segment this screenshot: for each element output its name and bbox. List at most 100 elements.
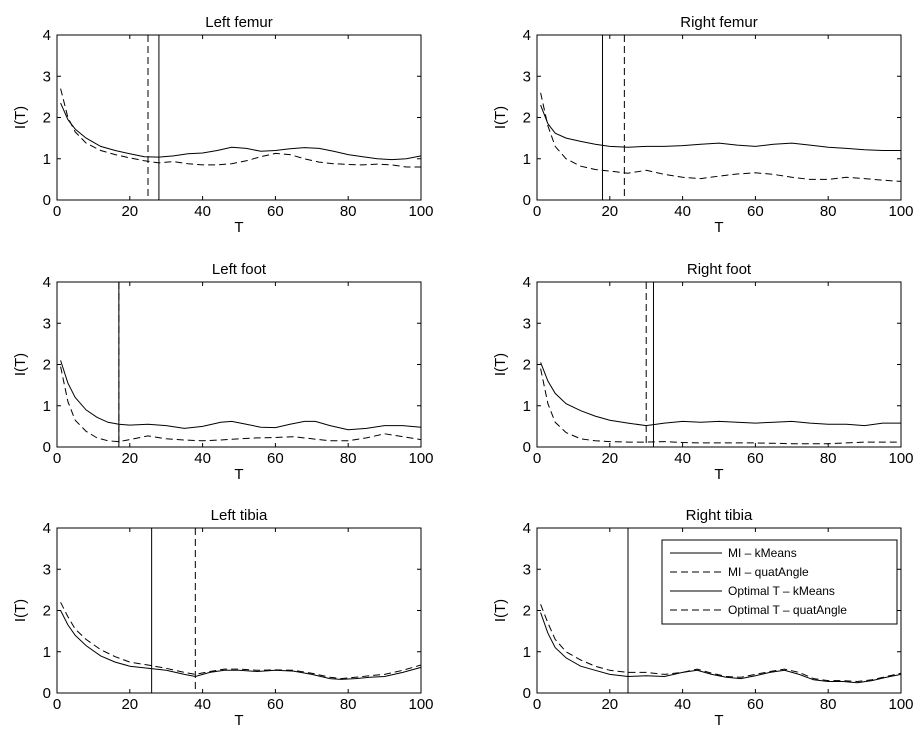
x-tick-label: 100	[888, 696, 913, 713]
mi-kmeans-line	[60, 360, 422, 431]
y-tick-label: 0	[523, 685, 531, 702]
y-tick-label: 1	[523, 644, 531, 661]
x-tick-label: 0	[533, 203, 541, 220]
x-tick-label: 0	[53, 450, 61, 467]
x-tick-label: 100	[408, 696, 433, 713]
y-axis-label: I(T)	[12, 599, 29, 622]
x-axis-label: T	[714, 466, 723, 483]
x-axis-label: T	[714, 712, 723, 729]
x-axis-label: T	[714, 219, 723, 236]
x-tick-label: 80	[340, 450, 357, 467]
x-tick-label: 20	[121, 203, 138, 220]
x-tick-label: 60	[747, 696, 764, 713]
y-tick-label: 3	[43, 68, 51, 85]
x-tick-label: 80	[820, 203, 837, 220]
panel-1: Right femur 0 20 40 60 80 100 0 1 2 3 4 T I(T)	[492, 14, 914, 236]
panel-5: Right tibia 0 20 40 60 80 100 0 1 2 3 4 T I(T)	[492, 507, 914, 729]
panel-title: Left tibia	[211, 507, 268, 524]
axes-frame	[56, 527, 422, 694]
mi-kmeans-line	[540, 612, 902, 684]
y-tick-label: 2	[43, 110, 51, 127]
x-tick-label: 80	[820, 696, 837, 713]
x-tick-label: 100	[888, 450, 913, 467]
y-tick-label: 0	[43, 685, 51, 702]
x-tick-label: 100	[408, 203, 433, 220]
panel-3: Right foot 0 20 40 60 80 100 0 1 2 3 4 T I(T)	[492, 261, 914, 483]
legend-entry-label: MI – kMeans	[728, 546, 797, 560]
y-tick-label: 3	[43, 315, 51, 332]
y-tick-label: 4	[43, 27, 51, 44]
mi-kmeans-line	[60, 610, 422, 680]
x-tick-label: 0	[53, 696, 61, 713]
axes-frame	[56, 34, 422, 201]
y-tick-label: 4	[523, 274, 531, 291]
x-tick-label: 60	[267, 203, 284, 220]
y-tick-label: 4	[43, 274, 51, 291]
x-tick-label: 40	[194, 696, 211, 713]
y-axis-label: I(T)	[12, 353, 29, 376]
y-tick-label: 0	[43, 439, 51, 456]
panel-title: Right femur	[680, 14, 758, 31]
y-tick-label: 3	[43, 561, 51, 578]
y-tick-label: 1	[43, 151, 51, 168]
x-tick-label: 80	[340, 696, 357, 713]
y-tick-label: 3	[523, 315, 531, 332]
y-axis-label: I(T)	[12, 106, 29, 129]
x-tick-label: 80	[340, 203, 357, 220]
mi-quatangle-line	[60, 88, 421, 168]
x-tick-label: 80	[820, 450, 837, 467]
y-tick-label: 2	[523, 603, 531, 620]
mi-kmeans-line	[540, 104, 901, 151]
legend-entry-label: Optimal T – kMeans	[728, 584, 835, 598]
x-tick-label: 0	[533, 696, 541, 713]
y-tick-label: 2	[523, 357, 531, 374]
x-tick-label: 60	[267, 450, 284, 467]
x-tick-label: 20	[601, 203, 618, 220]
y-tick-label: 1	[523, 398, 531, 415]
y-tick-label: 2	[43, 357, 51, 374]
panel-title: Right tibia	[686, 507, 753, 524]
x-axis-label: T	[234, 466, 243, 483]
y-tick-label: 0	[523, 439, 531, 456]
x-tick-label: 0	[533, 450, 541, 467]
y-tick-label: 0	[523, 192, 531, 209]
legend-entry-label: MI – quatAngle	[728, 565, 809, 579]
panel-title: Right foot	[687, 261, 752, 278]
x-tick-label: 60	[267, 696, 284, 713]
mi-quatangle-line	[540, 368, 901, 445]
y-tick-label: 0	[43, 192, 51, 209]
mi-quatangle-line	[60, 602, 422, 680]
y-tick-label: 1	[523, 151, 531, 168]
mi-quatangle-line	[540, 604, 902, 683]
mi-kmeans-line	[540, 362, 901, 427]
y-tick-label: 3	[523, 561, 531, 578]
y-axis-label: I(T)	[492, 106, 509, 129]
x-tick-label: 20	[601, 450, 618, 467]
panel-title: Left femur	[205, 14, 273, 31]
panel-0: Left femur 0 20 40 60 80 100 0 1 2 3 4 T I(T)	[12, 14, 434, 236]
y-tick-label: 1	[43, 398, 51, 415]
x-tick-label: 40	[674, 450, 691, 467]
legend-entry-label: Optimal T – quatAngle	[728, 603, 847, 617]
y-axis-label: I(T)	[492, 599, 509, 622]
x-tick-label: 40	[194, 450, 211, 467]
axes-frame	[536, 34, 902, 201]
x-tick-label: 40	[674, 203, 691, 220]
legend-box	[661, 539, 898, 625]
x-tick-label: 100	[408, 450, 433, 467]
x-tick-label: 20	[601, 696, 618, 713]
x-tick-label: 60	[747, 450, 764, 467]
x-axis-label: T	[234, 712, 243, 729]
x-tick-label: 20	[121, 696, 138, 713]
x-tick-label: 0	[53, 203, 61, 220]
x-tick-label: 40	[194, 203, 211, 220]
x-tick-label: 100	[888, 203, 913, 220]
y-tick-label: 2	[523, 110, 531, 127]
y-tick-label: 4	[43, 520, 51, 537]
y-tick-label: 2	[43, 603, 51, 620]
x-tick-label: 40	[674, 696, 691, 713]
y-tick-label: 4	[523, 27, 531, 44]
mi-kmeans-line	[60, 102, 422, 161]
y-axis-label: I(T)	[492, 353, 509, 376]
